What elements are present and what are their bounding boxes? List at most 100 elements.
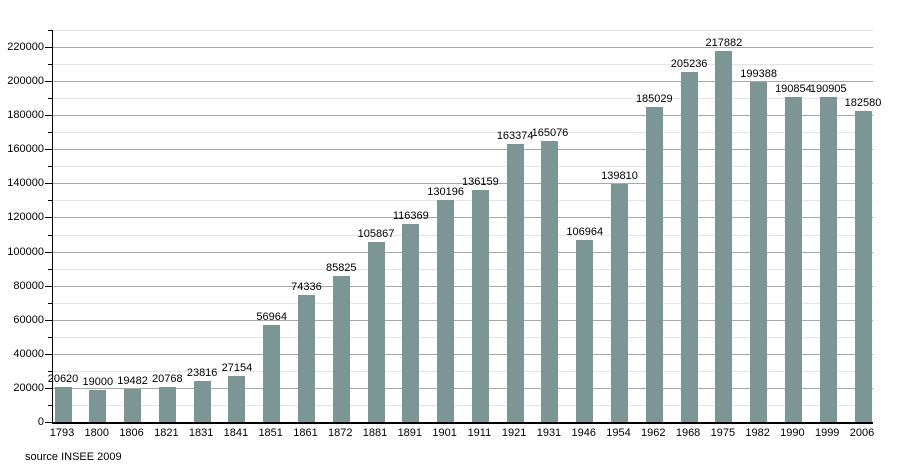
y-axis-tick bbox=[45, 251, 52, 253]
x-axis-label: 1901 bbox=[432, 427, 457, 439]
gridline bbox=[53, 302, 873, 304]
x-axis-label: 1921 bbox=[501, 427, 527, 439]
bar-value-label: 130196 bbox=[427, 186, 464, 199]
x-axis-label: 1999 bbox=[814, 427, 840, 439]
plot-area: 20620 19000 19482 20768 23816 27154 56964 74336… bbox=[48, 30, 881, 424]
y-axis-tick bbox=[45, 217, 52, 219]
y-axis-tick bbox=[45, 387, 52, 389]
x-axis-label: 1841 bbox=[223, 427, 249, 439]
gridline bbox=[53, 47, 873, 49]
x-axis-label: 1946 bbox=[571, 427, 596, 439]
gridline bbox=[53, 81, 873, 83]
y-axis-label: 180000 bbox=[7, 109, 44, 122]
bar bbox=[367, 241, 385, 422]
y-axis-label: 160000 bbox=[7, 143, 44, 156]
x-axis-label: 1793 bbox=[49, 427, 75, 439]
y-axis-tick bbox=[45, 285, 52, 287]
x-axis-label: 1891 bbox=[397, 427, 423, 439]
x-axis-label: 1851 bbox=[258, 427, 283, 439]
bar-value-label: 165076 bbox=[531, 126, 569, 139]
bar bbox=[89, 389, 107, 422]
gridline bbox=[53, 285, 873, 287]
bar-value-label: 185029 bbox=[635, 92, 673, 105]
y-axis-label: 120000 bbox=[7, 211, 44, 224]
x-axis-label: 1954 bbox=[606, 427, 631, 439]
x-axis-label: 1881 bbox=[362, 427, 388, 439]
bar bbox=[228, 375, 246, 422]
y-axis-tick bbox=[45, 81, 52, 83]
y-axis-label: 40000 bbox=[13, 347, 44, 360]
bar-value-label: 85825 bbox=[325, 261, 357, 274]
gridline bbox=[53, 64, 873, 66]
bar bbox=[402, 223, 420, 422]
y-axis-tick bbox=[48, 404, 52, 406]
x-axis-label: 1968 bbox=[675, 427, 701, 439]
bar bbox=[124, 388, 142, 422]
bar bbox=[819, 96, 837, 422]
x-axis-label: 1911 bbox=[467, 427, 492, 439]
y-axis-tick bbox=[45, 47, 52, 49]
bar bbox=[158, 386, 176, 422]
y-axis-tick bbox=[48, 30, 52, 31]
bar bbox=[263, 324, 281, 422]
bar bbox=[645, 106, 663, 422]
gridline bbox=[53, 336, 873, 338]
y-axis-tick bbox=[48, 370, 52, 372]
bar-value-label: 105867 bbox=[357, 227, 395, 240]
bar bbox=[715, 50, 733, 422]
y-axis-tick bbox=[48, 336, 52, 338]
x-axis-label: 1806 bbox=[119, 427, 144, 439]
x-axis-label: 1872 bbox=[328, 427, 353, 439]
y-axis-tick bbox=[45, 183, 52, 185]
x-axis-label: 1990 bbox=[780, 427, 805, 439]
y-axis-label: 80000 bbox=[13, 279, 44, 292]
y-axis-tick bbox=[45, 115, 52, 117]
bar bbox=[297, 295, 315, 422]
y-axis-tick bbox=[48, 166, 52, 168]
gridline bbox=[53, 200, 873, 202]
bar bbox=[471, 189, 489, 422]
bar-value-label: 190905 bbox=[809, 82, 847, 95]
gridline bbox=[53, 251, 873, 253]
y-axis-tick bbox=[48, 268, 52, 270]
gridline bbox=[53, 183, 873, 185]
gridline bbox=[53, 149, 873, 151]
y-axis-tick bbox=[48, 200, 52, 202]
bar-value-label: 56964 bbox=[256, 310, 287, 323]
x-axis-label: 1975 bbox=[710, 427, 736, 439]
y-axis-label: 60000 bbox=[13, 313, 44, 326]
y-axis-label: 20000 bbox=[13, 381, 44, 394]
bar-value-label: 217882 bbox=[705, 36, 743, 49]
x-axis-label: 1982 bbox=[745, 427, 770, 439]
y-axis-label: 220000 bbox=[7, 41, 44, 54]
gridline bbox=[53, 217, 873, 219]
gridline bbox=[53, 404, 873, 406]
bar bbox=[680, 72, 698, 422]
y-axis-tick bbox=[45, 353, 52, 355]
y-axis-tick bbox=[48, 132, 52, 134]
y-axis-label: 200000 bbox=[7, 75, 44, 88]
bar-value-label: 136159 bbox=[462, 175, 499, 188]
y-axis-tick bbox=[48, 98, 52, 100]
x-axis-label: 1931 bbox=[536, 427, 562, 439]
bar bbox=[506, 143, 524, 422]
bar-value-label: 19000 bbox=[82, 375, 114, 388]
bar bbox=[784, 96, 802, 422]
bar bbox=[576, 239, 594, 422]
bar-value-label: 163374 bbox=[496, 129, 534, 142]
gridline bbox=[53, 387, 873, 389]
gridline bbox=[53, 115, 873, 117]
gridline bbox=[53, 370, 873, 372]
x-axis-label: 2006 bbox=[849, 427, 875, 439]
source-note: source INSEE 2009 bbox=[25, 451, 122, 463]
y-axis-tick bbox=[48, 234, 52, 236]
y-axis-tick bbox=[45, 422, 52, 423]
bar-value-label: 139810 bbox=[601, 169, 638, 182]
bar bbox=[541, 140, 559, 422]
gridline bbox=[53, 132, 873, 134]
y-axis-tick bbox=[45, 319, 52, 321]
bar bbox=[54, 386, 72, 422]
bar bbox=[193, 381, 211, 422]
gridline bbox=[53, 98, 873, 100]
x-axis-label: 1821 bbox=[154, 427, 179, 439]
